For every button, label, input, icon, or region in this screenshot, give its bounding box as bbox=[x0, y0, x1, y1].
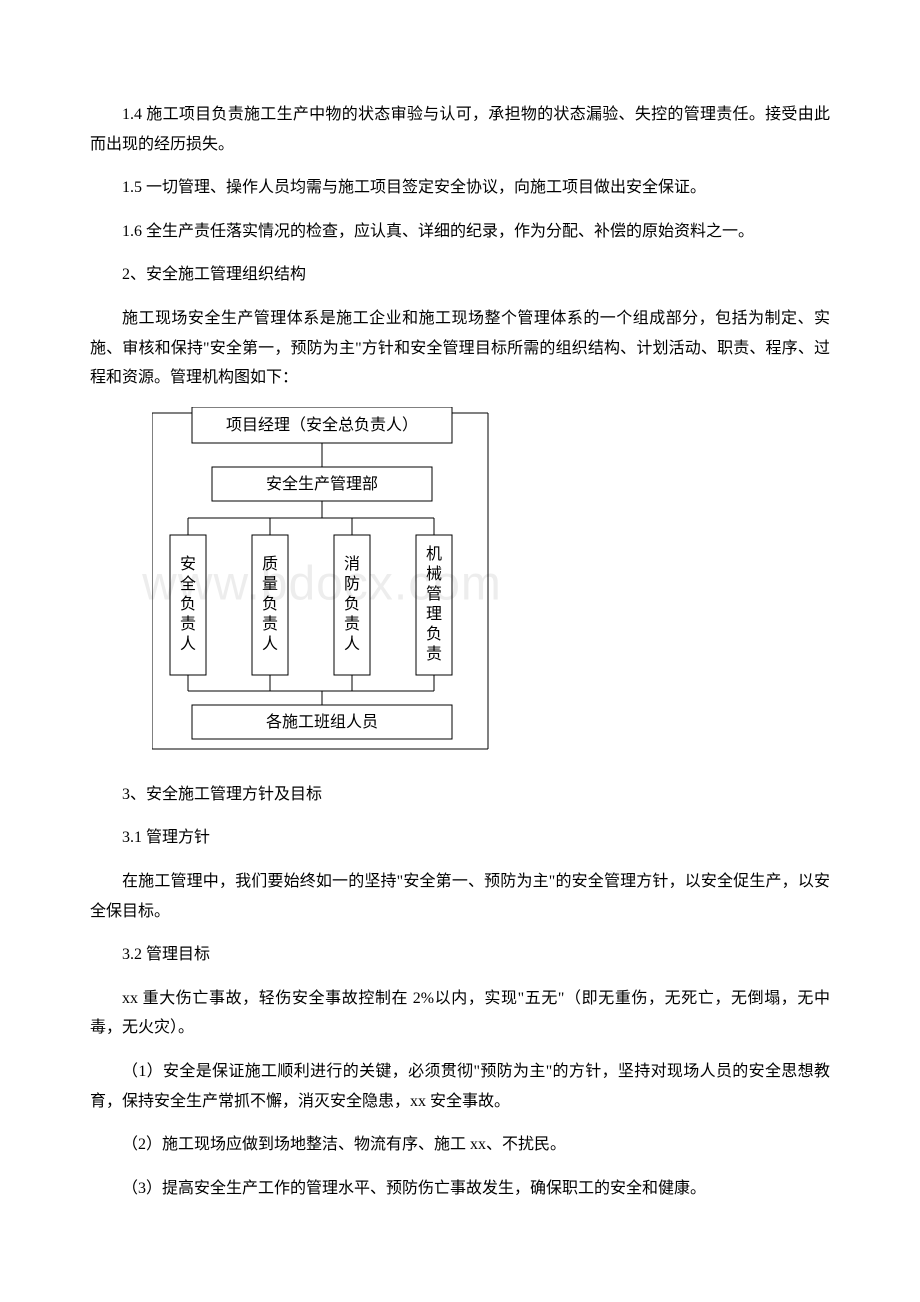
heading-3-2: 3.2 管理目标 bbox=[90, 940, 830, 970]
paragraph-2-body: 施工现场安全生产管理体系是施工企业和施工现场整个管理体系的一个组成部分，包括为制… bbox=[90, 304, 830, 393]
svg-text:负: 负 bbox=[426, 625, 442, 643]
svg-text:安全生产管理部: 安全生产管理部 bbox=[266, 475, 378, 493]
svg-text:责: 责 bbox=[262, 615, 278, 633]
svg-text:全: 全 bbox=[180, 575, 196, 593]
svg-text:责: 责 bbox=[426, 645, 442, 663]
svg-text:责: 责 bbox=[344, 615, 360, 633]
svg-text:各施工班组人员: 各施工班组人员 bbox=[266, 713, 378, 731]
paragraph-3-1-body: 在施工管理中，我们要始终如一的坚持"安全第一、预防为主"的安全管理方针，以安全促… bbox=[90, 867, 830, 926]
svg-text:负: 负 bbox=[262, 595, 278, 613]
svg-text:项目经理（安全总负责人）: 项目经理（安全总负责人） bbox=[226, 416, 418, 434]
heading-3: 3、安全施工管理方针及目标 bbox=[90, 780, 830, 810]
svg-text:防: 防 bbox=[344, 575, 360, 593]
paragraph-1-6: 1.6 全生产责任落实情况的检查，应认真、详细的纪录，作为分配、补偿的原始资料之… bbox=[90, 217, 830, 247]
paragraph-3-2-item2: （2）施工现场应做到场地整洁、物流有序、施工 xx、不扰民。 bbox=[90, 1130, 830, 1160]
heading-3-1: 3.1 管理方针 bbox=[90, 823, 830, 853]
svg-text:人: 人 bbox=[262, 635, 278, 653]
heading-2: 2、安全施工管理组织结构 bbox=[90, 260, 830, 290]
svg-text:安: 安 bbox=[180, 555, 196, 573]
paragraph-3-2-item1: （1）安全是保证施工顺利进行的关键，必须贯彻"预防为主"的方针，坚持对现场人员的… bbox=[90, 1057, 830, 1116]
svg-text:量: 量 bbox=[262, 576, 278, 593]
paragraph-1-5: 1.5 一切管理、操作人员均需与施工项目签定安全协议，向施工项目做出安全保证。 bbox=[90, 173, 830, 203]
svg-text:责: 责 bbox=[180, 615, 196, 633]
svg-text:人: 人 bbox=[344, 635, 360, 653]
paragraph-1-4: 1.4 施工项目负责施工生产中物的状态审验与认可，承担物的状态漏验、失控的管理责… bbox=[90, 100, 830, 159]
svg-text:质: 质 bbox=[262, 555, 278, 573]
svg-text:负: 负 bbox=[180, 595, 196, 613]
svg-text:人: 人 bbox=[180, 635, 196, 653]
svg-text:机: 机 bbox=[426, 545, 442, 563]
org-chart: 项目经理（安全总负责人）安全生产管理部安全负责人质量负责人消防负责人机械管理负责… bbox=[152, 407, 492, 762]
svg-text:负: 负 bbox=[344, 595, 360, 613]
svg-text:械: 械 bbox=[426, 565, 442, 583]
svg-text:理: 理 bbox=[426, 606, 442, 623]
paragraph-3-2-body: xx 重大伤亡事故，轻伤安全事故控制在 2%以内，实现"五无"（即无重伤，无死亡… bbox=[90, 984, 830, 1043]
svg-text:管: 管 bbox=[426, 585, 442, 603]
paragraph-3-2-item3: （3）提高安全生产工作的管理水平、预防伤亡事故发生，确保职工的安全和健康。 bbox=[90, 1174, 830, 1204]
svg-text:消: 消 bbox=[344, 555, 360, 573]
org-chart-svg: 项目经理（安全总负责人）安全生产管理部安全负责人质量负责人消防负责人机械管理负责… bbox=[152, 407, 492, 757]
